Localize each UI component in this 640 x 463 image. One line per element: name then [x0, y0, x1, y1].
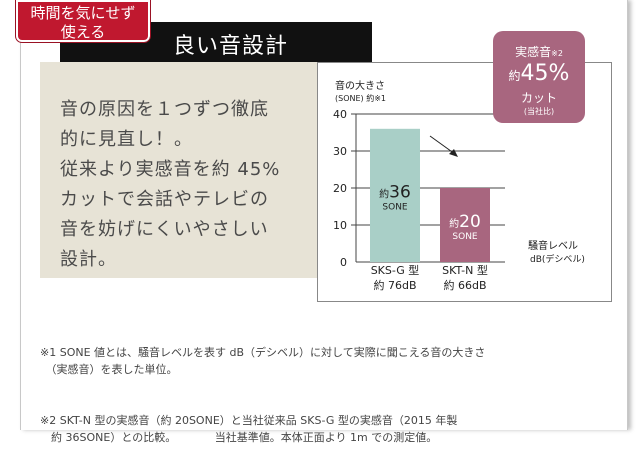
badge-note-mark: ※2: [551, 49, 563, 58]
footnote-1: ※1 SONE 値とは、騒音レベルを表す dB（デシベル）に対して実際に聞こえる…: [40, 346, 486, 376]
section-title: 良い音設計: [173, 34, 289, 59]
badge-line-3: カット: [520, 91, 557, 105]
description-text: 音の原因を１つずつ徹底 的に見直し！。 従来より実感音を約 45% カットで会話…: [60, 99, 281, 270]
feature-tag: 時間を気にせず 使える: [15, 0, 151, 43]
badge-line-1: 実感音※2: [515, 45, 563, 59]
reduction-badge: 実感音※2 約45% カット (当社比): [493, 31, 585, 123]
footnote-2: ※2 SKT-N 型の実感音（約 20SONE）と当社従来品 SKS-G 型の実…: [40, 414, 458, 444]
tag-line-1: 時間を気にせず: [30, 4, 136, 22]
tag-line-2: 使える: [60, 23, 106, 41]
footnotes: ※1 SONE 値とは、騒音レベルを表す dB（デシベル）に対して実際に聞こえる…: [40, 310, 485, 463]
badge-percent: 約45%: [508, 61, 570, 86]
description-panel: 音の原因を１つずつ徹底 的に見直し！。 従来より実感音を約 45% カットで会話…: [40, 62, 318, 278]
badge-line-4: (当社比): [523, 107, 555, 116]
